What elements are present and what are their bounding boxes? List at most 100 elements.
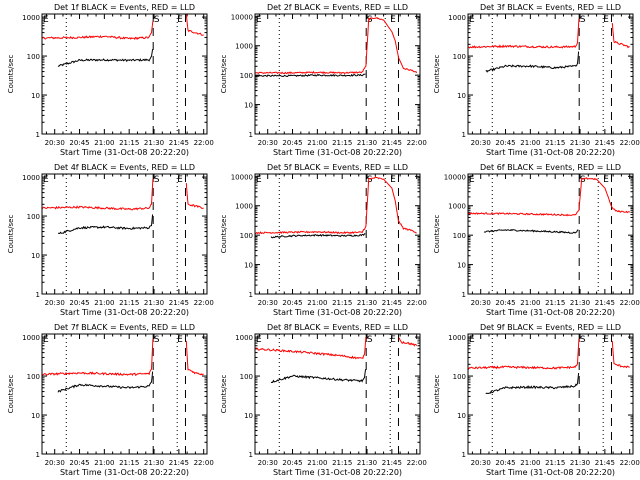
lld-series-line	[468, 338, 580, 370]
flag-label: S	[367, 15, 373, 25]
x-tick-label: 21:00	[520, 459, 540, 467]
x-axis-label: Start Time (31-Oct-08 20:22:20)	[60, 148, 189, 157]
y-tick-label: 1	[249, 451, 253, 459]
x-axis-label: Start Time (31-Oct-08 20:22:20)	[60, 468, 189, 477]
x-tick-label: 21:45	[595, 139, 615, 147]
y-tick-label: 1	[249, 291, 253, 299]
plot-frame	[254, 333, 421, 455]
flag-label: E	[256, 335, 262, 345]
y-tick-label: 100	[453, 373, 466, 381]
lld-series-line	[185, 14, 204, 36]
x-tick-label: 20:45	[495, 459, 515, 467]
y-tick-label: 1	[36, 291, 40, 299]
x-axis-label: Start Time (31-Oct-08 20:22:20)	[60, 308, 189, 317]
y-tick-label: 10	[244, 412, 253, 420]
x-tick-label: 20:30	[258, 459, 278, 467]
x-tick-label: 22:00	[620, 299, 640, 307]
chart-title: Det 4f BLACK = Events, RED = LLD	[54, 163, 195, 172]
x-axis-label: Start Time (31-Oct-08 20:22:20)	[486, 148, 615, 157]
y-tick-label: 10	[457, 92, 466, 100]
y-tick-label: 10000	[231, 13, 253, 21]
y-tick-label: 1000	[22, 174, 40, 182]
x-tick-label: 20:30	[45, 459, 65, 467]
x-tick-label: 21:30	[357, 139, 377, 147]
y-tick-label: 1000	[22, 334, 40, 342]
y-axis-label: Counts/sec	[433, 55, 441, 94]
x-tick-label: 21:30	[357, 299, 377, 307]
flag-label: S	[580, 175, 586, 185]
x-tick-label: 20:30	[45, 299, 65, 307]
flag-label: E	[603, 175, 609, 185]
x-tick-label: 21:15	[545, 299, 565, 307]
x-tick-label: 22:00	[407, 459, 427, 467]
flag-label: E	[603, 335, 609, 345]
y-tick-label: 100	[453, 232, 466, 240]
events-series-line	[485, 372, 580, 395]
flag-label: E	[177, 15, 183, 25]
x-tick-label: 21:15	[332, 459, 352, 467]
y-tick-label: 10	[31, 92, 40, 100]
flag-label: S	[580, 15, 586, 25]
chart-title: Det 3f BLACK = Events, RED = LLD	[480, 3, 621, 12]
x-tick-label: 21:00	[520, 299, 540, 307]
x-tick-label: 20:30	[45, 139, 65, 147]
x-tick-label: 21:00	[307, 459, 327, 467]
x-tick-label: 21:45	[382, 459, 402, 467]
events-series-line	[483, 228, 579, 234]
x-tick-label: 20:45	[69, 299, 89, 307]
y-tick-label: 1	[462, 451, 466, 459]
x-tick-label: 21:45	[595, 459, 615, 467]
y-axis-label: Counts/sec	[433, 375, 441, 414]
x-tick-label: 20:45	[69, 459, 89, 467]
x-axis-label: Start Time (31-Oct-08 20:22:20)	[486, 308, 615, 317]
plot-frame	[41, 173, 208, 295]
x-tick-label: 20:45	[282, 459, 302, 467]
x-tick-label: 21:15	[119, 299, 139, 307]
flag-label: E	[177, 335, 183, 345]
flag-label: E	[43, 175, 49, 185]
chart-panel: Det 2f BLACK = Events, RED = LLD Counts/s…	[220, 3, 427, 157]
plot-frame	[467, 173, 634, 295]
flag-label: E	[390, 15, 396, 25]
y-tick-label: 1	[36, 131, 40, 139]
y-tick-label: 1	[462, 131, 466, 139]
x-tick-label: 22:00	[194, 299, 214, 307]
flag-label: E	[177, 175, 183, 185]
events-series-line	[270, 369, 367, 384]
chart-panel: Det 9f BLACK = Events, RED = LLD Counts/s…	[433, 323, 640, 477]
lld-series-line	[398, 337, 418, 347]
plot-frame	[41, 333, 208, 455]
events-series-line	[255, 73, 366, 78]
plot-frame	[467, 13, 634, 135]
plot-frame	[254, 173, 421, 295]
y-axis-label: Counts/sec	[7, 55, 15, 94]
y-tick-label: 100	[453, 53, 466, 61]
x-tick-label: 21:00	[520, 139, 540, 147]
chart-title: Det 1f BLACK = Events, RED = LLD	[54, 3, 195, 12]
x-tick-label: 21:15	[119, 139, 139, 147]
flag-label: S	[154, 15, 160, 25]
x-tick-label: 20:45	[282, 139, 302, 147]
chart-title: Det 9f BLACK = Events, RED = LLD	[480, 323, 621, 332]
x-axis-label: Start Time (31-Oct-08 20:22:20)	[486, 468, 615, 477]
chart-panel: Det 7f BLACK = Events, RED = LLD Counts/s…	[7, 323, 214, 477]
x-axis-label: Start Time (31-Oct-08 20:22:20)	[273, 468, 402, 477]
y-tick-label: 1	[36, 451, 40, 459]
y-tick-label: 1000	[22, 14, 40, 22]
x-tick-label: 20:45	[69, 139, 89, 147]
lld-series-line	[42, 20, 154, 41]
chart-panel: Det 5f BLACK = Events, RED = LLD Counts/s…	[220, 163, 427, 317]
flag-label: S	[154, 335, 160, 345]
x-tick-label: 21:45	[595, 299, 615, 307]
x-tick-label: 22:00	[407, 299, 427, 307]
x-tick-label: 21:45	[169, 459, 189, 467]
x-tick-label: 21:45	[382, 299, 402, 307]
x-tick-label: 21:30	[144, 139, 164, 147]
chart-title: Det 6f BLACK = Events, RED = LLD	[480, 163, 621, 172]
chart-panel: Det 6f BLACK = Events, RED = LLD Counts/s…	[433, 163, 640, 317]
y-tick-label: 1000	[235, 334, 253, 342]
x-tick-label: 22:00	[407, 139, 427, 147]
y-tick-label: 10	[31, 412, 40, 420]
flag-label: E	[469, 175, 475, 185]
